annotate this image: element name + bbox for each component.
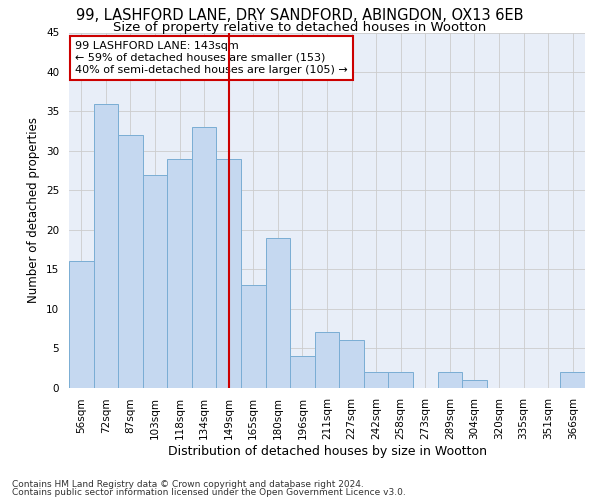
Bar <box>192 127 217 388</box>
Text: Contains HM Land Registry data © Crown copyright and database right 2024.: Contains HM Land Registry data © Crown c… <box>12 480 364 489</box>
X-axis label: Distribution of detached houses by size in Wootton: Distribution of detached houses by size … <box>167 445 487 458</box>
Bar <box>69 262 94 388</box>
Text: Contains public sector information licensed under the Open Government Licence v3: Contains public sector information licen… <box>12 488 406 497</box>
Bar <box>560 372 585 388</box>
Bar <box>167 158 192 388</box>
Bar <box>241 285 266 388</box>
Text: 99 LASHFORD LANE: 143sqm
← 59% of detached houses are smaller (153)
40% of semi-: 99 LASHFORD LANE: 143sqm ← 59% of detach… <box>75 42 348 74</box>
Bar <box>118 135 143 388</box>
Bar <box>315 332 339 388</box>
Y-axis label: Number of detached properties: Number of detached properties <box>28 117 40 303</box>
Text: Size of property relative to detached houses in Wootton: Size of property relative to detached ho… <box>113 21 487 34</box>
Bar <box>388 372 413 388</box>
Bar <box>462 380 487 388</box>
Bar <box>339 340 364 388</box>
Bar <box>217 158 241 388</box>
Bar <box>437 372 462 388</box>
Bar <box>290 356 315 388</box>
Bar <box>94 104 118 388</box>
Bar <box>266 238 290 388</box>
Bar <box>364 372 388 388</box>
Text: 99, LASHFORD LANE, DRY SANDFORD, ABINGDON, OX13 6EB: 99, LASHFORD LANE, DRY SANDFORD, ABINGDO… <box>76 8 524 24</box>
Bar <box>143 174 167 388</box>
